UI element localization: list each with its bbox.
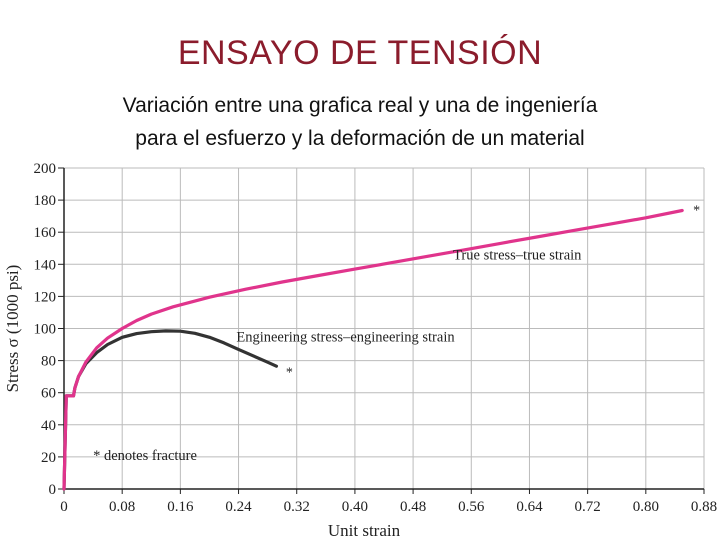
y-tick-label: 100 — [34, 322, 57, 338]
x-tick-label: 0.64 — [516, 499, 543, 515]
annotation-label: Engineering stress–engineering strain — [236, 329, 455, 345]
annotation-label: * denotes fracture — [93, 448, 197, 464]
y-tick-label: 140 — [34, 257, 57, 273]
chart-grid — [63, 167, 705, 490]
slide-title: ENSAYO DE TENSIÓN — [177, 34, 543, 72]
y-tick-label: 0 — [49, 482, 57, 498]
x-tick-label: 0.80 — [633, 499, 659, 515]
slide-subtitle-line-1: Variación entre una grafica real y una d… — [122, 94, 598, 117]
y-tick-label: 200 — [34, 161, 57, 177]
chart-annotations: True stress–true strain Engineering stres… — [93, 204, 700, 465]
x-tick-label: 0.56 — [458, 499, 485, 515]
fracture-marker: * — [286, 366, 293, 381]
annotation-label: True stress–true strain — [453, 247, 582, 263]
x-tick-label: 0.48 — [400, 499, 426, 515]
engineering-curve — [62, 329, 278, 491]
x-tick-label: 0.16 — [167, 499, 194, 515]
x-tick-label: 0.88 — [691, 499, 717, 515]
slide-subtitle-line-2: para el esfuerzo y la deformación de un … — [135, 127, 585, 150]
y-tick-label: 160 — [34, 225, 57, 241]
y-tick-label: 120 — [34, 289, 57, 305]
x-tick-label: 0.08 — [109, 499, 135, 515]
y-tick-label: 80 — [41, 354, 56, 370]
x-axis-label: Unit strain — [328, 521, 401, 540]
y-axis-label: Stress σ (1000 psi) — [3, 265, 22, 393]
x-tick-label: 0 — [60, 499, 68, 515]
x-tick-label: 0.40 — [342, 499, 368, 515]
y-tick-label: 40 — [41, 418, 56, 434]
x-tick-label: 0.24 — [225, 499, 252, 515]
true-curve — [62, 208, 684, 491]
chart-series — [62, 208, 684, 491]
chart-tick-labels: 0 0.08 0.16 0.24 0.32 0.40 0.48 0.56 0.64 0.72 0.8… — [34, 161, 718, 515]
y-tick-label: 60 — [41, 386, 56, 402]
x-tick-label: 0.72 — [575, 499, 601, 515]
fracture-marker: * — [693, 204, 700, 219]
y-tick-label: 20 — [41, 450, 56, 466]
y-tick-label: 180 — [34, 193, 57, 209]
x-tick-label: 0.32 — [284, 499, 310, 515]
